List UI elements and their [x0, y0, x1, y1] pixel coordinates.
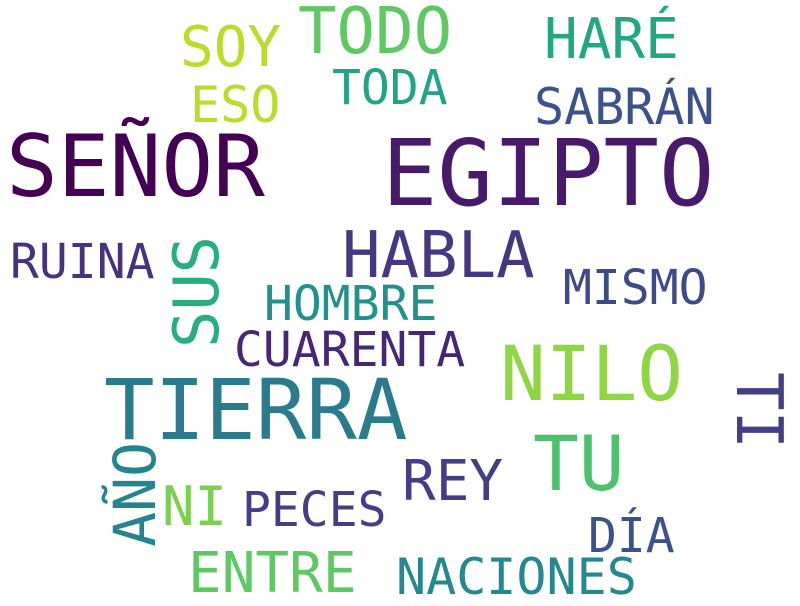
word-peces: PECES: [242, 482, 387, 538]
word-sus: SUS: [160, 236, 233, 348]
word-habla: HABLA: [342, 219, 535, 293]
word-ruina: RUINA: [10, 234, 155, 290]
word-todo: TODO: [298, 0, 453, 69]
word-tu: TU: [533, 419, 625, 508]
word-dia: DÍA: [588, 508, 675, 564]
word-egipto: EGIPTO: [382, 120, 715, 227]
word-sabran: SABRÁN: [534, 78, 715, 136]
word-entre: ENTRE: [188, 541, 357, 606]
word-naciones: NACIONES: [396, 548, 637, 606]
word-hare: HARÉ: [544, 7, 679, 72]
word-cuarenta: CUARENTA: [234, 322, 466, 378]
word-toda: TODA: [332, 60, 448, 116]
word-soy: SOY: [180, 15, 282, 80]
word-eso: ESO: [190, 76, 281, 134]
word-rey: REY: [402, 449, 504, 514]
word-nilo: NILO: [500, 329, 684, 418]
word-senor: SEÑOR: [6, 117, 265, 217]
word-ni: NI: [162, 475, 228, 538]
word-ano: AÑO: [101, 442, 169, 547]
word-mismo: MISMO: [563, 260, 708, 316]
word-tierra: TIERRA: [104, 361, 408, 459]
word-ti: TI: [721, 372, 795, 450]
word-hombre: HOMBRE: [264, 276, 438, 332]
